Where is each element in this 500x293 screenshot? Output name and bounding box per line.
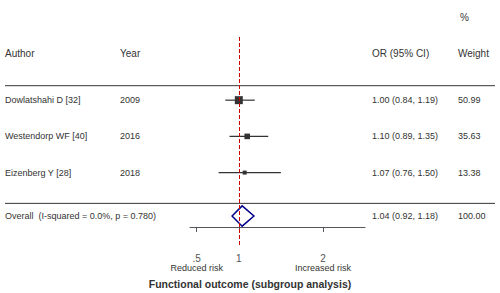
svg-text:Westendorp WF [40]: Westendorp WF [40] <box>5 131 87 141</box>
svg-text:Reduced risk: Reduced risk <box>170 263 223 273</box>
svg-text:%: % <box>460 12 469 23</box>
svg-text:Increased risk: Increased risk <box>295 263 352 273</box>
svg-text:35.63: 35.63 <box>458 131 481 141</box>
svg-text:1.07 (0.76, 1.50): 1.07 (0.76, 1.50) <box>372 168 438 178</box>
svg-text:Eizenberg Y [28]: Eizenberg Y [28] <box>5 168 71 178</box>
svg-text:2016: 2016 <box>120 131 140 141</box>
svg-text:50.99: 50.99 <box>458 95 481 105</box>
svg-text:Year: Year <box>120 48 141 59</box>
svg-text:Overall (I-squared = 0.0%, p: Overall (I-squared = 0.0%, p = 0.780) <box>5 211 156 221</box>
svg-text:100.00: 100.00 <box>458 211 486 221</box>
svg-text:Weight: Weight <box>458 48 489 59</box>
svg-text:1.10 (0.89, 1.35): 1.10 (0.89, 1.35) <box>372 131 438 141</box>
svg-text:1.00 (0.84, 1.19): 1.00 (0.84, 1.19) <box>372 95 438 105</box>
svg-text:2: 2 <box>320 253 326 264</box>
svg-text:1.04 (0.92, 1.18): 1.04 (0.92, 1.18) <box>372 211 438 221</box>
svg-text:Functional outcome (subgroup a: Functional outcome (subgroup analysis) <box>149 278 351 290</box>
svg-text:13.38: 13.38 <box>458 168 481 178</box>
svg-text:Dowlatshahi D [32]: Dowlatshahi D [32] <box>5 95 81 105</box>
svg-text:2018: 2018 <box>120 168 140 178</box>
svg-text:Author: Author <box>5 48 35 59</box>
svg-text:2009: 2009 <box>120 95 140 105</box>
svg-text:OR (95% CI): OR (95% CI) <box>372 48 429 59</box>
svg-text:.5: .5 <box>193 253 202 264</box>
svg-text:1: 1 <box>236 253 242 264</box>
